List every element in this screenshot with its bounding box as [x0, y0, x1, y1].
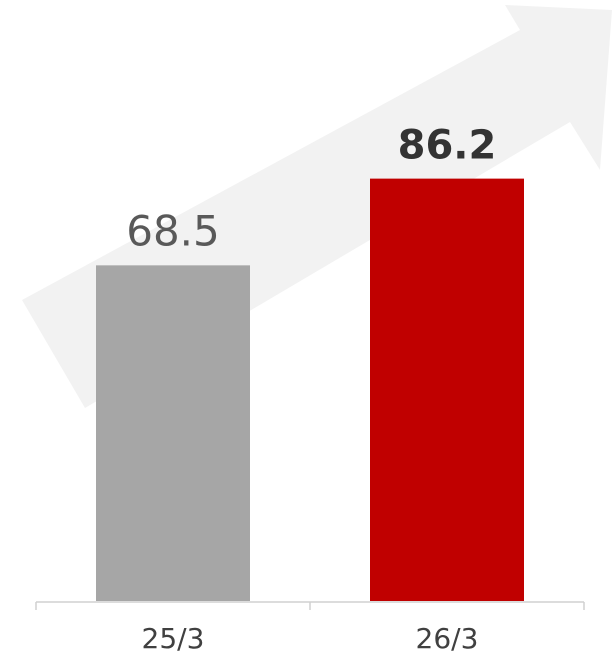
x-tick-label: 25/3	[142, 622, 205, 655]
x-tick-label: 26/3	[416, 622, 479, 655]
value-label-26-3: 86.2	[398, 123, 497, 169]
value-label-25-3: 68.5	[126, 206, 220, 255]
bar-25-3	[96, 265, 250, 601]
bar-26-3	[370, 178, 524, 601]
